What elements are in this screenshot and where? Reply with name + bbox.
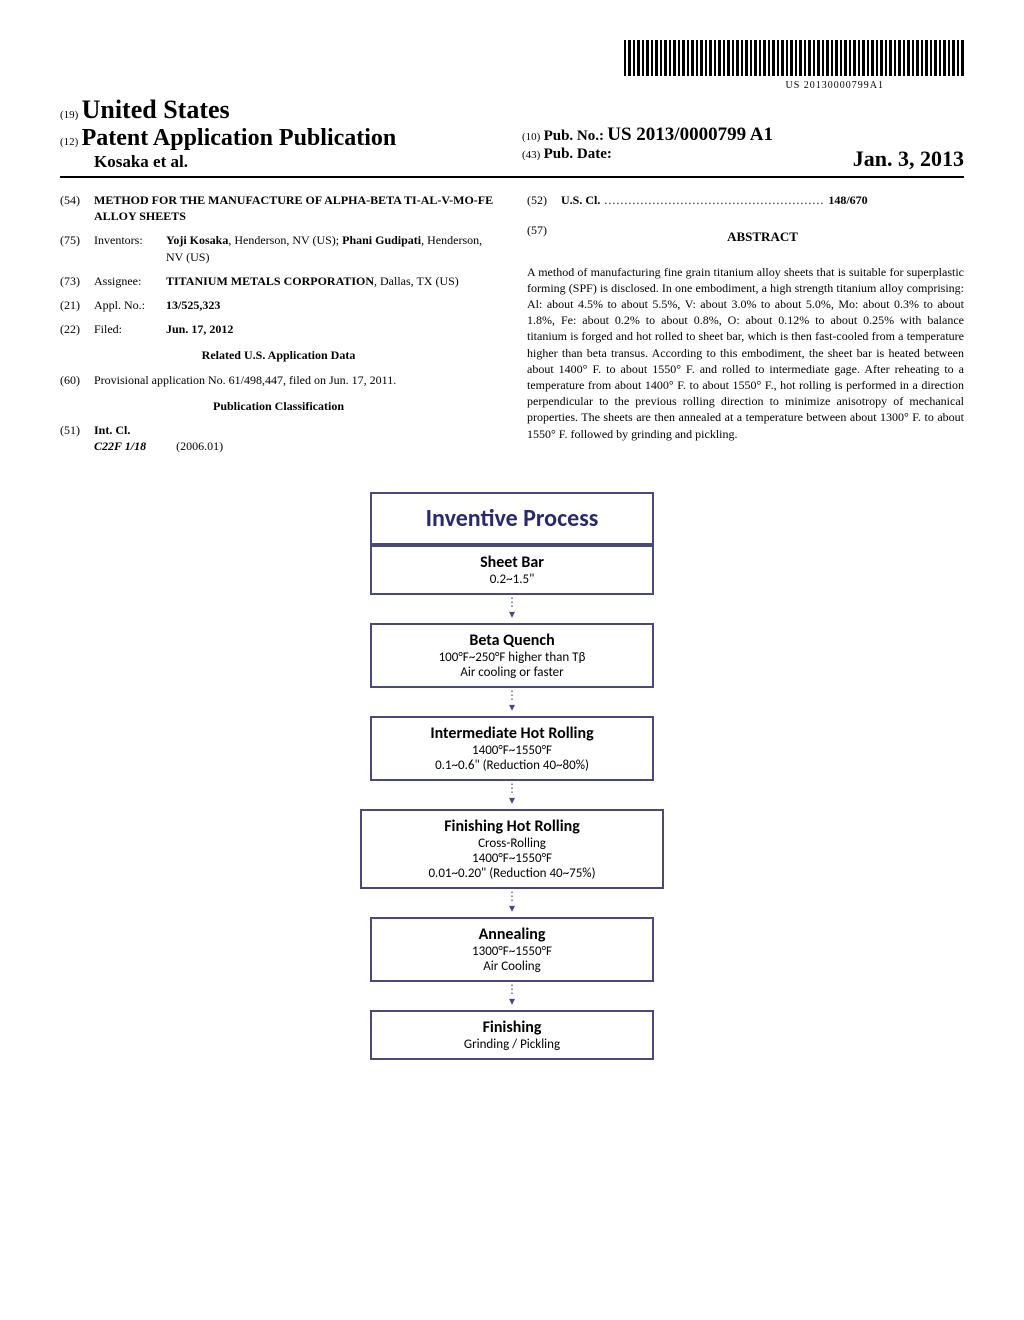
- header-divider: [60, 176, 964, 178]
- field-57: (57) ABSTRACT: [527, 222, 964, 256]
- flow-step-line: 1400°F~1550°F: [382, 743, 642, 758]
- barcode-number: US 20130000799A1: [60, 80, 884, 91]
- country-title: United States: [82, 95, 230, 124]
- inventors-label: Inventors:: [94, 232, 166, 264]
- uscl-label: U.S. Cl.: [561, 193, 600, 207]
- flow-step-1: Beta Quench100°F~250°F higher than TβAir…: [370, 623, 654, 688]
- barcode-graphic: [624, 40, 964, 76]
- flow-step-line: 0.2~1.5": [382, 572, 642, 587]
- code-54: (54): [60, 192, 94, 224]
- code-57: (57): [527, 222, 561, 256]
- flowchart: Inventive Process Sheet Bar0.2~1.5"⋮▾Bet…: [352, 492, 672, 1060]
- code-43: (43): [522, 149, 540, 161]
- flow-step-line: 0.01~0.20" (Reduction 40~75%): [372, 866, 652, 881]
- flow-step-4: Annealing1300°F~1550°FAir Cooling: [370, 917, 654, 982]
- code-21: (21): [60, 297, 94, 313]
- provisional-text: Provisional application No. 61/498,447, …: [94, 372, 497, 388]
- code-51: (51): [60, 422, 94, 454]
- flow-step-line: 100°F~250°F higher than Tβ: [382, 650, 642, 665]
- inventor-1: Yoji Kosaka: [166, 233, 228, 247]
- authors-line: Kosaka et al.: [60, 152, 502, 172]
- filed-value: Jun. 17, 2012: [166, 321, 497, 337]
- code-73: (73): [60, 273, 94, 289]
- right-column: (52) U.S. Cl. ..........................…: [527, 192, 964, 462]
- header-right: (10) Pub. No.: US 2013/0000799 A1 (43) P…: [502, 124, 964, 172]
- flow-step-line: Air Cooling: [382, 959, 642, 974]
- uscl-dots: ........................................…: [600, 193, 828, 207]
- flow-arrow-icon: ⋮▾: [352, 690, 672, 714]
- flow-arrow-icon: ⋮▾: [352, 597, 672, 621]
- abstract-text: A method of manufacturing fine grain tit…: [527, 264, 964, 442]
- field-22: (22) Filed: Jun. 17, 2012: [60, 321, 497, 337]
- flow-step-line: Air cooling or faster: [382, 665, 642, 680]
- code-12: (12): [60, 136, 78, 148]
- body-columns: (54) METHOD FOR THE MANUFACTURE OF ALPHA…: [60, 192, 964, 462]
- inventor-2: Phani Gudipati: [342, 233, 421, 247]
- pub-date-label: Pub. Date:: [544, 146, 612, 162]
- flow-arrow-icon: ⋮▾: [352, 891, 672, 915]
- assignee-label: Assignee:: [94, 273, 166, 289]
- code-52: (52): [527, 192, 561, 208]
- pub-no-label: Pub. No.:: [544, 128, 604, 144]
- flow-arrow-icon: ⋮▾: [352, 984, 672, 1008]
- related-heading: Related U.S. Application Data: [60, 347, 497, 363]
- field-60: (60) Provisional application No. 61/498,…: [60, 372, 497, 388]
- header-row: (19) United States (12) Patent Applicati…: [60, 95, 964, 172]
- abstract-heading: ABSTRACT: [561, 228, 964, 246]
- flow-step-line: 1400°F~1550°F: [372, 851, 652, 866]
- pub-date: Jan. 3, 2013: [853, 146, 964, 172]
- pub-no: US 2013/0000799 A1: [607, 124, 773, 145]
- code-75: (75): [60, 232, 94, 264]
- flow-step-2: Intermediate Hot Rolling1400°F~1550°F0.1…: [370, 716, 654, 781]
- header-left: (19) United States (12) Patent Applicati…: [60, 95, 502, 172]
- flow-step-line: Cross-Rolling: [372, 836, 652, 851]
- field-54: (54) METHOD FOR THE MANUFACTURE OF ALPHA…: [60, 192, 497, 224]
- filed-label: Filed:: [94, 321, 166, 337]
- barcode-region: US 20130000799A1: [60, 40, 964, 91]
- flow-step-head: Finishing: [382, 1018, 642, 1037]
- uscl-value: 148/670: [828, 193, 867, 207]
- doc-type-title: Patent Application Publication: [82, 125, 397, 151]
- uscl-content: U.S. Cl. ...............................…: [561, 192, 964, 208]
- flowchart-title: Inventive Process: [370, 492, 654, 545]
- flow-step-head: Intermediate Hot Rolling: [382, 724, 642, 743]
- pubclass-heading: Publication Classification: [60, 398, 497, 414]
- flow-step-0: Sheet Bar0.2~1.5": [370, 545, 654, 595]
- flow-step-line: 1300°F~1550°F: [382, 944, 642, 959]
- code-22: (22): [60, 321, 94, 337]
- flow-arrow-icon: ⋮▾: [352, 783, 672, 807]
- inventors-names: Yoji Kosaka, Henderson, NV (US); Phani G…: [166, 232, 497, 264]
- flow-step-head: Sheet Bar: [382, 553, 642, 572]
- flow-step-line: 0.1~0.6" (Reduction 40~80%): [382, 758, 642, 773]
- left-column: (54) METHOD FOR THE MANUFACTURE OF ALPHA…: [60, 192, 497, 462]
- intcl-year: (2006.01): [176, 439, 223, 453]
- field-75: (75) Inventors: Yoji Kosaka, Henderson, …: [60, 232, 497, 264]
- assignee-loc: , Dallas, TX (US): [374, 274, 459, 288]
- flow-step-line: Grinding / Pickling: [382, 1037, 642, 1052]
- flow-step-head: Finishing Hot Rolling: [372, 817, 652, 836]
- code-60: (60): [60, 372, 94, 388]
- applno-label: Appl. No.:: [94, 297, 166, 313]
- inventor-1-loc: , Henderson, NV (US);: [228, 233, 339, 247]
- assignee-value: TITANIUM METALS CORPORATION, Dallas, TX …: [166, 273, 497, 289]
- flow-step-5: FinishingGrinding / Pickling: [370, 1010, 654, 1060]
- invention-title: METHOD FOR THE MANUFACTURE OF ALPHA-BETA…: [94, 192, 497, 224]
- code-19: (19): [60, 109, 78, 121]
- field-52: (52) U.S. Cl. ..........................…: [527, 192, 964, 208]
- intcl-label: Int. Cl.: [94, 422, 497, 438]
- intcl-content: Int. Cl. C22F 1/18 (2006.01): [94, 422, 497, 454]
- field-51: (51) Int. Cl. C22F 1/18 (2006.01): [60, 422, 497, 454]
- assignee-name: TITANIUM METALS CORPORATION: [166, 274, 374, 288]
- applno-value: 13/525,323: [166, 297, 497, 313]
- code-10: (10): [522, 131, 540, 143]
- field-73: (73) Assignee: TITANIUM METALS CORPORATI…: [60, 273, 497, 289]
- field-21: (21) Appl. No.: 13/525,323: [60, 297, 497, 313]
- intcl-code: C22F 1/18: [94, 439, 146, 453]
- flow-step-head: Annealing: [382, 925, 642, 944]
- flow-step-head: Beta Quench: [382, 631, 642, 650]
- flow-step-3: Finishing Hot RollingCross-Rolling1400°F…: [360, 809, 664, 889]
